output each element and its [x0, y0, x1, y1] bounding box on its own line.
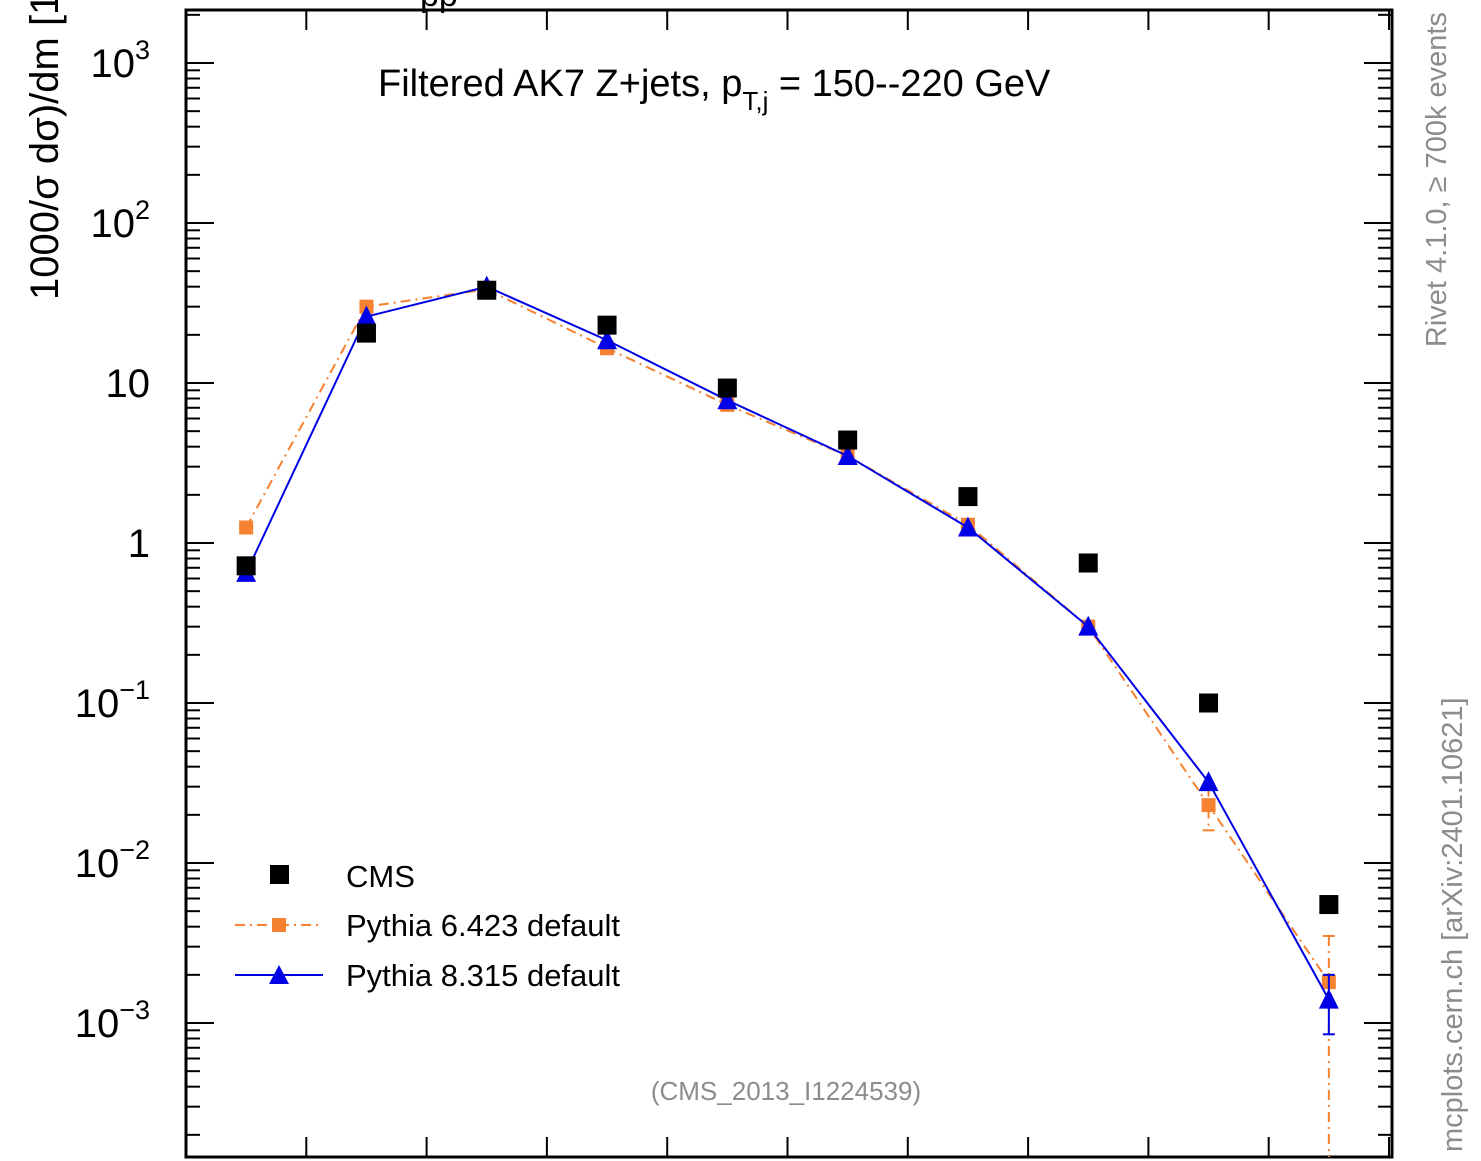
data-point-2 [957, 516, 978, 537]
data-point-2 [1318, 988, 1339, 1009]
top-cut-label: pp [420, 0, 458, 14]
data-point-2 [717, 389, 738, 410]
legend-label-pythia6: Pythia 6.423 default [346, 908, 620, 943]
series-line-2 [245, 285, 1330, 1001]
chart-title: Filtered AK7 Z+jets, pT,j = 150--220 GeV [378, 63, 1051, 116]
mcplots-source-label: mcplots.cern.ch [arXiv:2401.10621] [1437, 697, 1469, 1152]
legend: CMS Pythia 6.423 default Pythia 8.315 de… [235, 859, 620, 993]
data-point-1 [1201, 798, 1216, 813]
series-line-1 [245, 288, 1330, 983]
data-point-2 [1078, 615, 1099, 636]
data-point-0 [356, 323, 376, 343]
legend-marker-cms [270, 865, 289, 884]
y-tick-label: 10−2 [75, 835, 150, 886]
data-point-0 [597, 315, 617, 335]
y-tick-label: 10 [106, 362, 151, 406]
y-tick-label: 1 [128, 522, 150, 566]
data-point-0 [477, 280, 497, 300]
data-point-2 [1198, 771, 1219, 792]
y-tick-label: 102 [90, 195, 150, 246]
y-axis-label: 1000/σ dσ)/dm [1/GeV] [23, 0, 67, 300]
legend-label-cms: CMS [346, 859, 415, 894]
series-layer [236, 275, 1339, 1157]
y-tick-label: 103 [90, 35, 150, 86]
data-point-2 [356, 305, 377, 326]
data-point-1 [239, 520, 254, 535]
data-point-0 [1319, 895, 1339, 915]
annotation-label: (CMS_2013_I1224539) [651, 1076, 921, 1106]
legend-marker-pythia6 [272, 918, 286, 932]
data-point-0 [1078, 553, 1098, 573]
legend-marker-pythia8 [269, 965, 289, 984]
data-point-0 [838, 430, 858, 450]
axis-ticks [186, 10, 1392, 1157]
data-point-2 [837, 444, 858, 465]
y-tick-label: 10−1 [75, 675, 150, 726]
data-point-0 [236, 556, 256, 576]
y-tick-label: 10−3 [75, 995, 150, 1046]
data-point-0 [1199, 693, 1219, 713]
data-point-2 [597, 329, 618, 350]
data-point-0 [958, 487, 978, 507]
rivet-version-label: Rivet 4.1.0, ≥ 700k events [1421, 12, 1453, 347]
data-point-0 [717, 378, 737, 398]
legend-label-pythia8: Pythia 8.315 default [346, 958, 620, 993]
plot-frame [184, 8, 1394, 1159]
